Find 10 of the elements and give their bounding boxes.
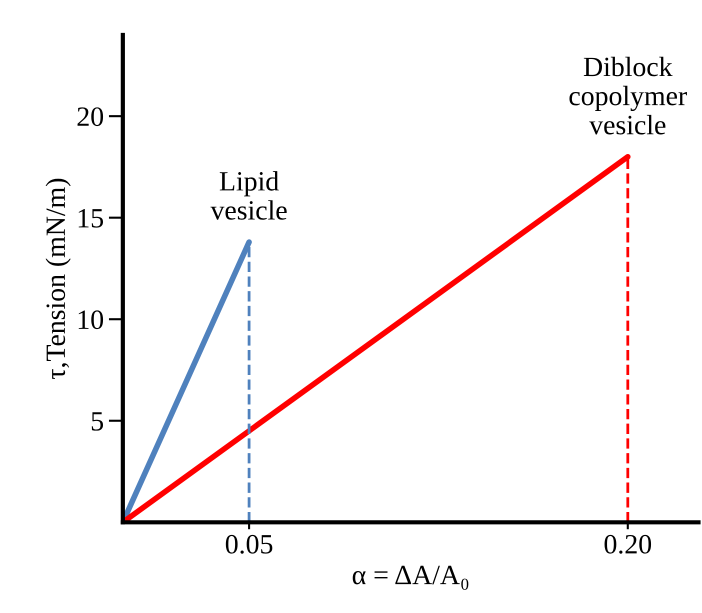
x-axis-title: α = ΔA/A₀: [352, 566, 468, 590]
x-tick-label: 0.05: [226, 534, 272, 554]
y-axis-title: τ,Tension (mN/m): [46, 178, 71, 380]
y-tick-label: 5: [92, 412, 104, 431]
x-tick-label: 0.20: [604, 534, 652, 554]
y-tick-label: 15: [78, 208, 104, 228]
y-tick-label: 10: [78, 310, 104, 330]
annotation: Diblock copolymer vesicle: [569, 56, 687, 134]
y-tick-label: 20: [78, 107, 104, 126]
annotation: Lipid vesicle: [210, 171, 287, 220]
